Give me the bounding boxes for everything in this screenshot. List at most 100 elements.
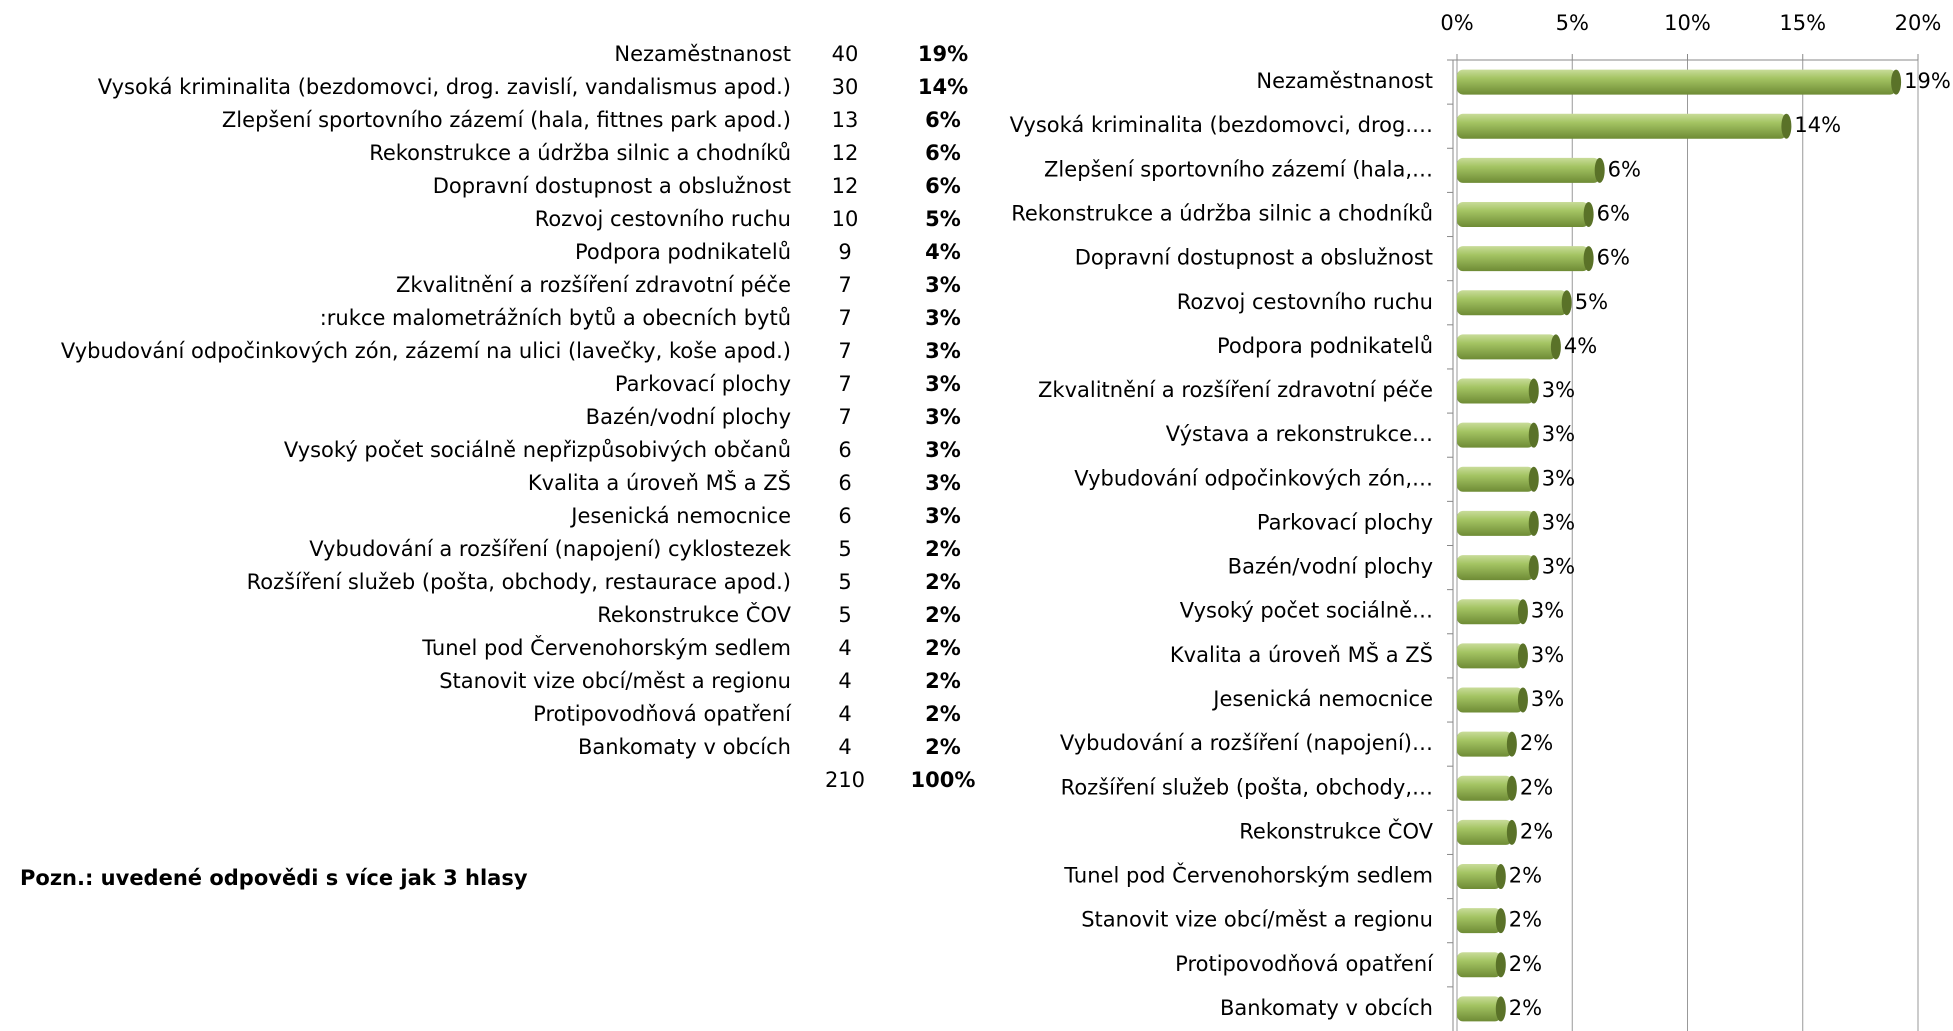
bar xyxy=(1457,643,1523,669)
data-label: 5% xyxy=(1575,290,1608,314)
row-label: Stanovit vize obcí/měst a regionu xyxy=(439,669,791,693)
bar xyxy=(1457,996,1501,1022)
y-tick-label: Výstava a rekonstrukce… xyxy=(1166,422,1433,446)
row-label: Vybudování odpočinkových zón, zázemí na … xyxy=(61,339,791,363)
bar-end xyxy=(1506,775,1517,801)
row-label: Rozšíření služeb (pošta, obchody, restau… xyxy=(247,570,791,594)
row-percent: 14% xyxy=(918,75,968,99)
y-tick-label: Bazén/vodní plochy xyxy=(1228,555,1433,579)
bar-end xyxy=(1528,378,1539,404)
row-count: 6 xyxy=(838,471,851,495)
row-label: Parkovací plochy xyxy=(615,372,791,396)
bar xyxy=(1457,113,1787,139)
row-count: 5 xyxy=(838,537,851,561)
row-label: Vysoký počet sociálně nepřizpůsobivých o… xyxy=(284,438,791,462)
x-tick-label: 20% xyxy=(1895,11,1942,35)
data-label: 3% xyxy=(1531,643,1564,667)
bar xyxy=(1457,864,1501,890)
row-count: 6 xyxy=(838,438,851,462)
bar-end xyxy=(1495,864,1506,890)
bar-end xyxy=(1495,996,1506,1022)
y-tick-label: Stanovit vize obcí/měst a regionu xyxy=(1081,908,1433,932)
bar xyxy=(1457,157,1600,183)
y-tick-label: Vybudování a rozšíření (napojení)… xyxy=(1060,731,1433,755)
bar-end xyxy=(1495,952,1506,978)
y-tick-label: Jesenická nemocnice xyxy=(1211,687,1433,711)
x-tick-label: 10% xyxy=(1664,11,1711,35)
data-label: 2% xyxy=(1509,864,1542,888)
row-count: 7 xyxy=(838,306,851,330)
row-label: Kvalita a úroveň MŠ a ZŠ xyxy=(528,470,791,495)
data-label: 6% xyxy=(1597,201,1630,225)
bar-end xyxy=(1506,819,1517,845)
row-label: Jesenická nemocnice xyxy=(569,504,791,528)
data-label: 2% xyxy=(1509,952,1542,976)
bar-end xyxy=(1891,69,1902,95)
row-percent: 3% xyxy=(925,438,961,462)
row-count: 4 xyxy=(838,702,851,726)
row-label: Bankomaty v obcích xyxy=(578,735,791,759)
row-label: Rekonstrukce ČOV xyxy=(597,602,791,627)
row-count: 5 xyxy=(838,570,851,594)
data-label: 3% xyxy=(1531,687,1564,711)
data-label: 3% xyxy=(1542,378,1575,402)
row-label: :rukce malometrážních bytů a obecních by… xyxy=(320,306,791,330)
row-percent: 2% xyxy=(925,537,961,561)
total-count: 210 xyxy=(825,768,865,792)
data-label: 14% xyxy=(1794,113,1841,137)
row-percent: 2% xyxy=(925,669,961,693)
bar xyxy=(1457,731,1512,757)
total-percent: 100% xyxy=(911,768,976,792)
y-tick-label: Tunel pod Červenohorským sedlem xyxy=(1063,863,1433,888)
data-label: 19% xyxy=(1904,69,1951,93)
row-label: Zkvalitnění a rozšíření zdravotní péče xyxy=(396,273,791,297)
x-tick-label: 5% xyxy=(1556,11,1589,35)
bar-end xyxy=(1550,334,1561,360)
bar xyxy=(1457,599,1523,625)
row-percent: 2% xyxy=(925,735,961,759)
row-count: 13 xyxy=(832,108,859,132)
x-tick-label: 0% xyxy=(1440,11,1473,35)
row-percent: 3% xyxy=(925,339,961,363)
row-count: 12 xyxy=(832,174,859,198)
y-tick-label: Rekonstrukce a údržba silnic a chodníků xyxy=(1011,201,1433,225)
row-count: 7 xyxy=(838,405,851,429)
row-percent: 3% xyxy=(925,504,961,528)
y-tick-label: Parkovací plochy xyxy=(1257,510,1433,534)
row-percent: 2% xyxy=(925,636,961,660)
y-tick-label: Kvalita a úroveň MŠ a ZŠ xyxy=(1170,642,1433,667)
bar xyxy=(1457,69,1897,95)
bar xyxy=(1457,555,1534,581)
y-tick-label: Rozšíření služeb (pošta, obchody,… xyxy=(1061,775,1433,799)
row-label: Podpora podnikatelů xyxy=(575,240,791,264)
note: Pozn.: uvedené odpovědi s více jak 3 hla… xyxy=(20,866,528,890)
bar-end xyxy=(1528,555,1539,581)
bar-end xyxy=(1528,422,1539,448)
bar xyxy=(1457,334,1556,360)
row-percent: 3% xyxy=(925,471,961,495)
y-tick-label: Vysoká kriminalita (bezdomovci, drog.… xyxy=(1010,113,1433,137)
y-tick-label: Nezaměstnanost xyxy=(1256,69,1433,93)
y-tick-label: Rekonstrukce ČOV xyxy=(1239,818,1433,843)
bar-end xyxy=(1517,687,1528,713)
bar-end xyxy=(1517,643,1528,669)
data-label: 3% xyxy=(1542,555,1575,579)
row-percent: 2% xyxy=(925,603,961,627)
row-count: 12 xyxy=(832,141,859,165)
row-count: 9 xyxy=(838,240,851,264)
row-count: 6 xyxy=(838,504,851,528)
row-percent: 3% xyxy=(925,306,961,330)
y-tick-label: Podpora podnikatelů xyxy=(1217,334,1433,358)
data-label: 3% xyxy=(1542,466,1575,490)
row-label: Nezaměstnanost xyxy=(614,42,791,66)
row-percent: 5% xyxy=(925,207,961,231)
y-tick-label: Vysoký počet sociálně… xyxy=(1180,599,1433,623)
bar xyxy=(1457,246,1589,272)
row-count: 7 xyxy=(838,273,851,297)
row-percent: 4% xyxy=(925,240,961,264)
bar-end xyxy=(1583,246,1594,272)
row-label: Rekonstrukce a údržba silnic a chodníků xyxy=(369,141,791,165)
y-tick-label: Zkvalitnění a rozšíření zdravotní péče xyxy=(1038,378,1433,402)
row-label: Dopravní dostupnost a obslužnost xyxy=(433,174,791,198)
